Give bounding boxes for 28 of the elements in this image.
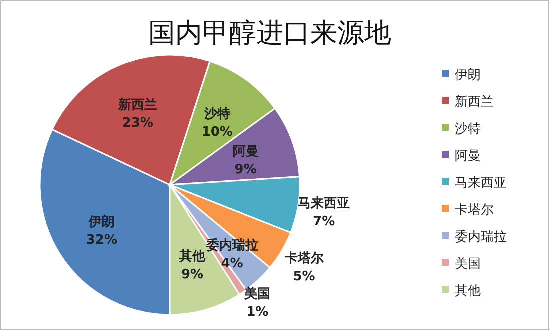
data-label: 9%: [181, 267, 204, 282]
legend-label: 新西兰: [455, 95, 494, 110]
legend-label: 卡塔尔: [455, 203, 494, 218]
data-label: 5%: [293, 269, 316, 284]
slice-label: 卡塔尔: [284, 251, 325, 266]
slice-label: 阿曼: [232, 144, 259, 160]
legend-label: 沙特: [455, 122, 481, 137]
slice-label: 其他: [178, 249, 206, 264]
slice-label: 伊朗: [88, 214, 115, 230]
slice-label: 委内瑞拉: [205, 237, 258, 254]
data-label: 7%: [313, 214, 336, 230]
data-label: 32%: [86, 233, 118, 248]
data-label: 10%: [202, 124, 233, 140]
legend-label: 委内瑞拉: [455, 230, 507, 245]
data-label: 23%: [122, 116, 154, 132]
chart-title: 国内甲醇进口来源地: [148, 18, 392, 49]
data-label: 1%: [246, 305, 269, 320]
data-label: 4%: [221, 256, 244, 272]
slice-label: 马来西亚: [298, 196, 350, 212]
legend-label: 其他: [455, 284, 481, 299]
data-label: 9%: [234, 162, 257, 178]
slice-label: 美国: [244, 286, 271, 302]
legend-label: 伊朗: [455, 67, 481, 83]
legend-label: 阿曼: [455, 149, 481, 164]
slice-label: 新西兰: [117, 97, 158, 114]
legend-label: 美国: [455, 256, 481, 272]
legend-label: 马来西亚: [455, 176, 507, 191]
slice-label: 沙特: [203, 106, 230, 122]
